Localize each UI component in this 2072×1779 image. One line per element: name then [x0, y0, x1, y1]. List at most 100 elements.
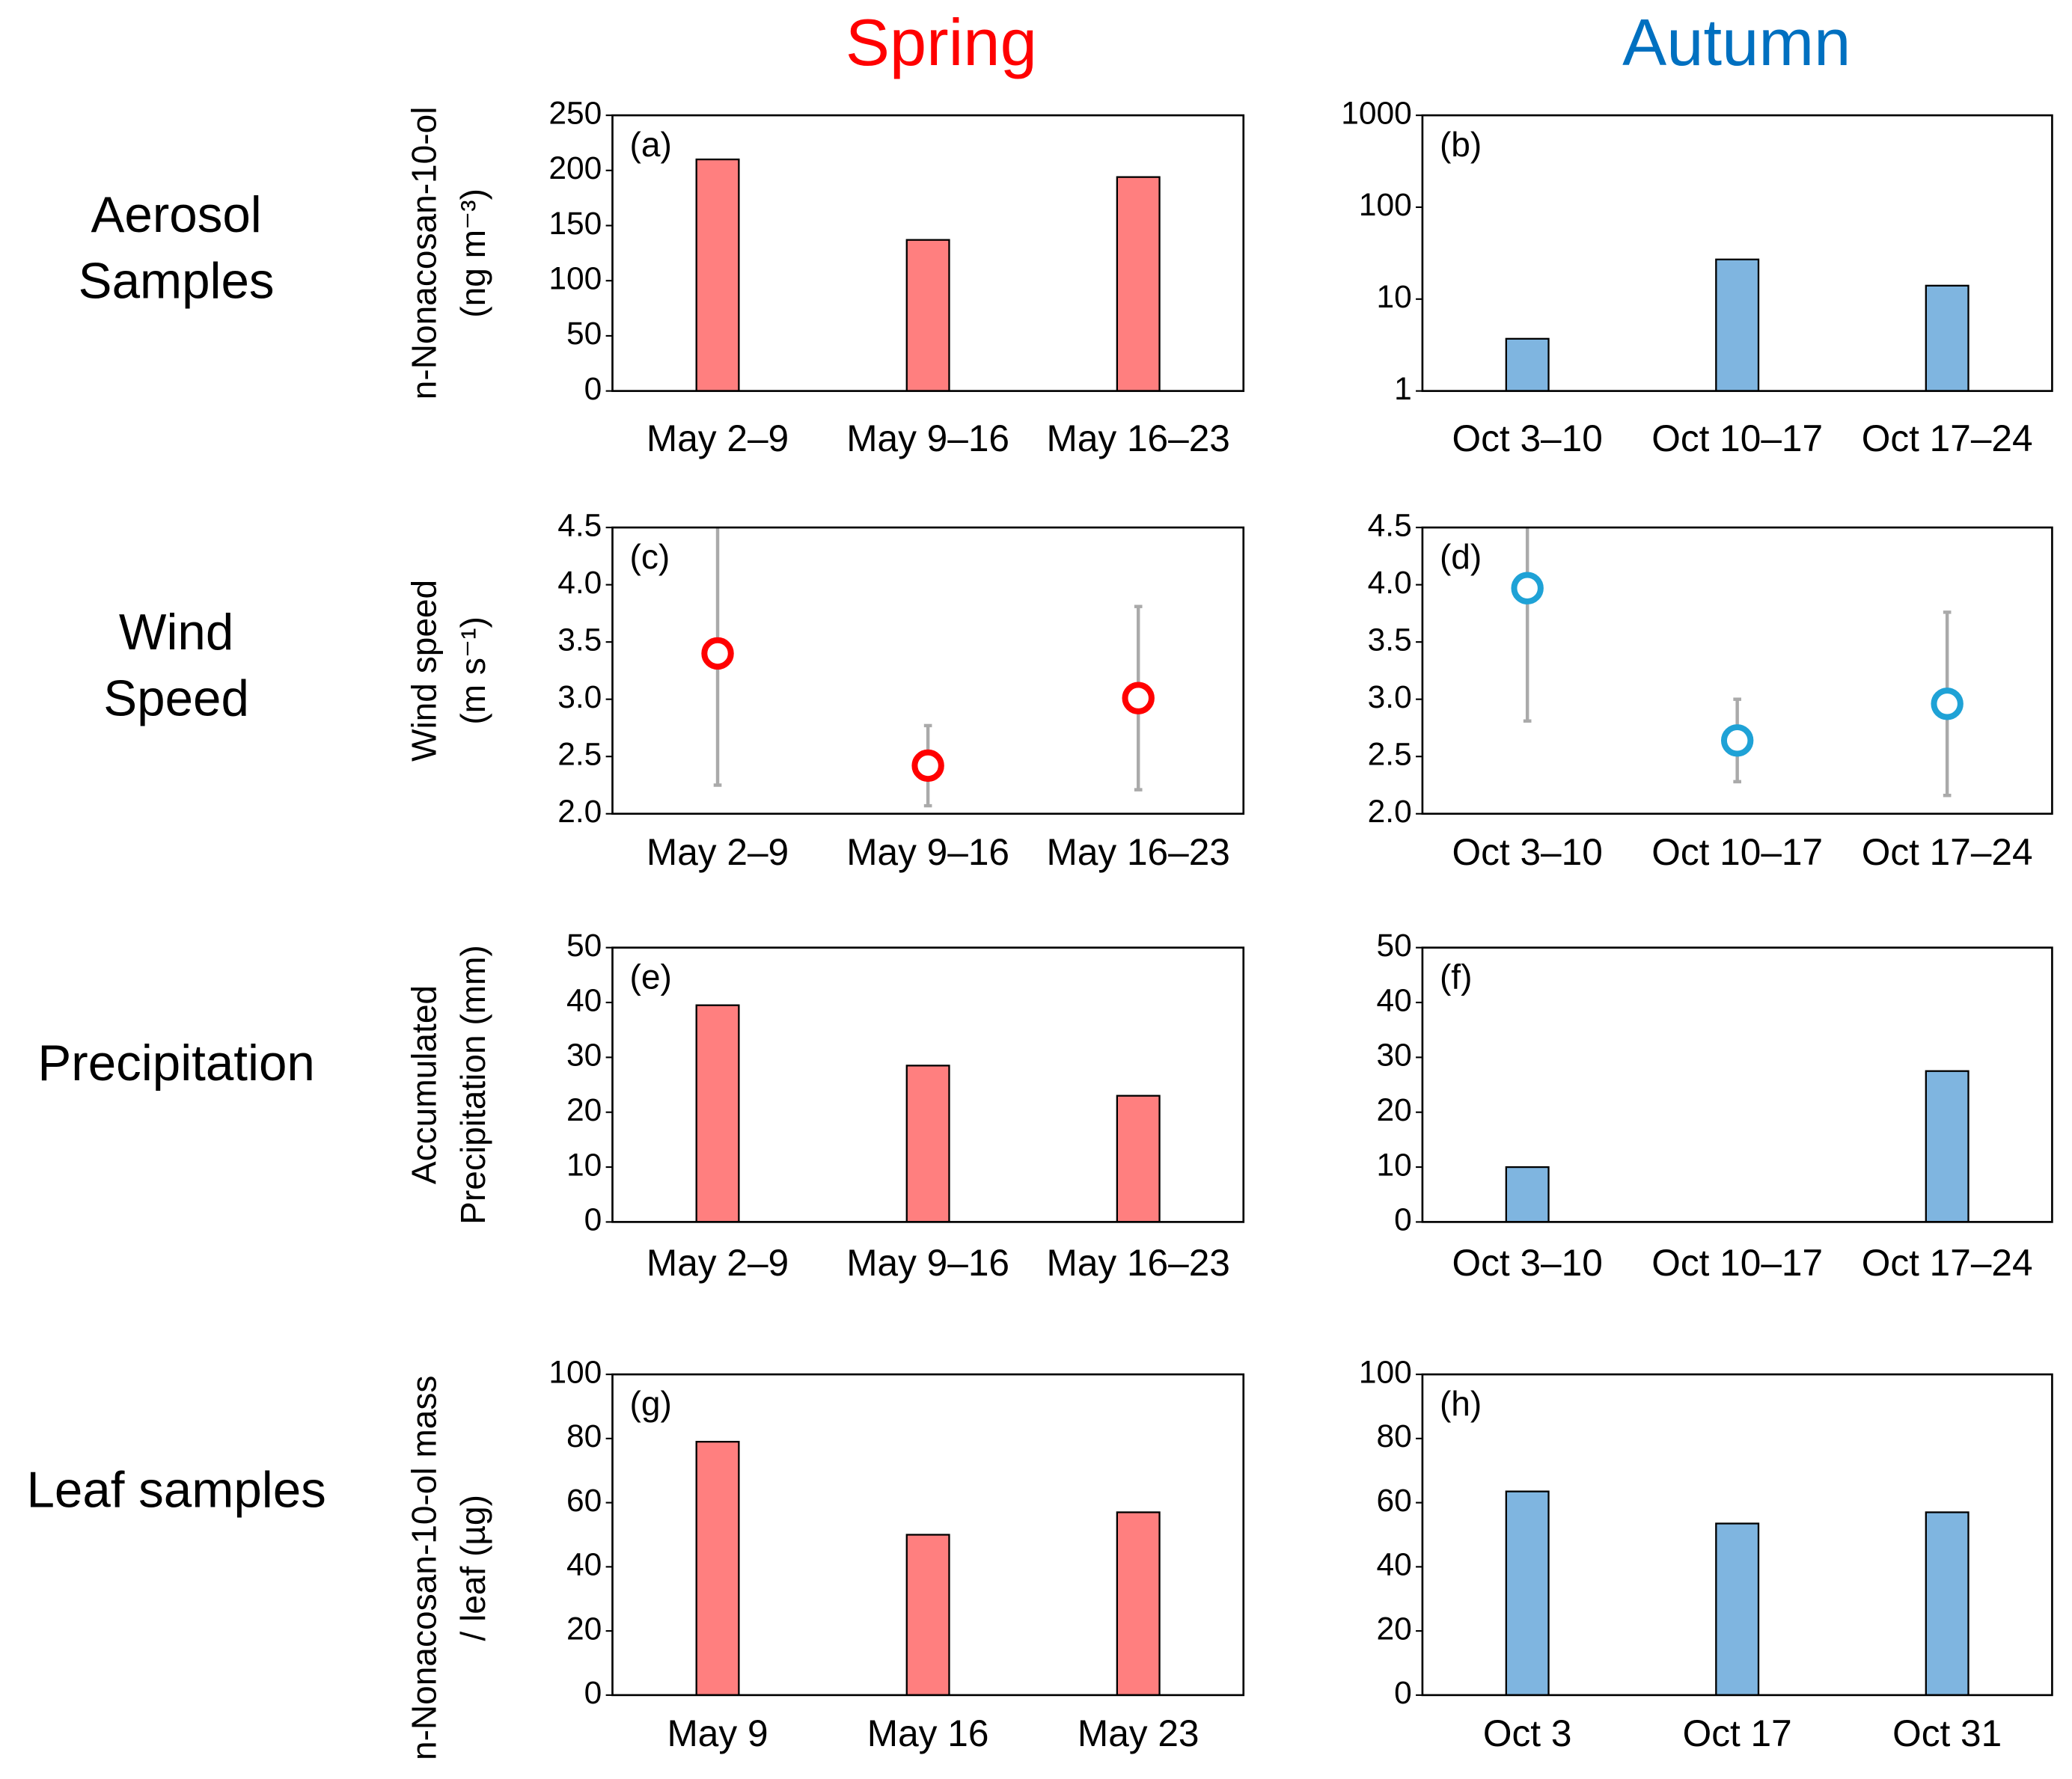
plot-frame	[1421, 946, 2053, 1223]
row-label: Samples	[79, 254, 275, 310]
x-tick-label: May 2–9	[647, 1242, 789, 1284]
panel-label: (a)	[630, 125, 672, 164]
y-tick-label: 10	[1376, 1148, 1411, 1183]
bar	[1116, 1094, 1161, 1222]
y-tick-label: 30	[566, 1038, 602, 1074]
row-label: Aerosol	[91, 187, 262, 243]
x-tick-label: Oct 31	[1892, 1712, 2002, 1754]
x-tick-label: Oct 10–17	[1651, 831, 1823, 873]
row-label: Precipitation	[37, 1035, 314, 1091]
plot	[1511, 527, 1963, 797]
panel-label: (g)	[630, 1384, 672, 1423]
bar	[1505, 1490, 1550, 1695]
y-tick-label: 4.5	[557, 508, 602, 543]
x-tick-label: Oct 3–10	[1452, 1242, 1603, 1284]
bar	[695, 1004, 740, 1222]
plot-frame	[611, 526, 1245, 815]
x-tick-label: May 16–23	[1047, 1242, 1230, 1284]
y-tick-label: 30	[1376, 1038, 1411, 1074]
bar	[1116, 176, 1161, 391]
bar	[905, 1065, 950, 1222]
point	[1122, 682, 1155, 714]
bar	[905, 239, 950, 391]
column-title: Autumn	[1622, 5, 1851, 79]
point	[1511, 572, 1544, 604]
y-tick-label: 2.0	[557, 794, 602, 830]
panel-label: (f)	[1440, 957, 1472, 996]
y-tick-label: 0	[584, 1203, 602, 1238]
y-tick-label: 3.5	[1368, 622, 1412, 658]
y-tick-label: 150	[548, 206, 602, 242]
y-axis-label: n-Nonacosan-10-ol	[405, 107, 444, 400]
bar	[695, 1441, 740, 1695]
y-tick-label: 60	[1376, 1483, 1411, 1519]
plot-frame	[1421, 526, 2053, 815]
y-tick-label: 50	[1376, 928, 1411, 964]
y-tick-label: 3.0	[557, 680, 602, 715]
y-tick-label: 20	[1376, 1093, 1411, 1128]
y-tick-label: 80	[1376, 1419, 1411, 1454]
y-tick-label: 0	[1394, 1203, 1412, 1238]
y-tick-label: 40	[1376, 1548, 1411, 1583]
y-tick-label: 20	[1376, 1611, 1411, 1647]
plot-frame	[1421, 1373, 2053, 1697]
bar	[695, 158, 740, 391]
point	[1931, 688, 1963, 720]
point	[1720, 724, 1754, 757]
y-tick-label: 250	[548, 96, 602, 131]
plot	[1505, 258, 1969, 391]
y-tick-label: 1000	[1341, 96, 1412, 131]
x-tick-label: May 16–23	[1047, 831, 1230, 873]
panel-label: (e)	[630, 957, 672, 996]
y-axis-label: Precipitation (mm)	[453, 945, 492, 1225]
x-tick-label: Oct 10–17	[1651, 1242, 1823, 1284]
y-tick-label: 200	[548, 151, 602, 186]
y-tick-label: 4.0	[1368, 566, 1412, 601]
plot-frame	[611, 114, 1245, 392]
y-tick-label: 4.0	[557, 566, 602, 601]
x-tick-label: May 2–9	[647, 417, 789, 459]
y-tick-label: 4.5	[1368, 508, 1412, 543]
plot	[695, 1441, 1161, 1695]
y-tick-label: 80	[566, 1419, 602, 1454]
plot	[1505, 1070, 1969, 1222]
bar	[905, 1534, 950, 1695]
y-tick-label: 3.5	[557, 622, 602, 658]
y-tick-label: 10	[566, 1148, 602, 1183]
x-tick-label: May 16–23	[1047, 417, 1230, 459]
x-tick-label: Oct 17–24	[1862, 417, 2033, 459]
y-tick-label: 0	[1394, 1676, 1412, 1711]
bar	[1505, 1166, 1550, 1222]
y-tick-label: 1	[1394, 372, 1412, 407]
y-tick-label: 50	[566, 316, 602, 352]
y-tick-label: 20	[566, 1093, 602, 1128]
x-tick-label: May 9–16	[846, 831, 1009, 873]
column-title: Spring	[846, 5, 1037, 79]
x-tick-label: Oct 3–10	[1452, 831, 1603, 873]
row-label: Leaf samples	[26, 1462, 326, 1518]
panel-label: (c)	[630, 537, 670, 576]
panel-label: (d)	[1440, 537, 1482, 576]
y-axis-label: Wind speed	[405, 580, 444, 762]
panel-label: (h)	[1440, 1384, 1482, 1423]
x-tick-label: Oct 17	[1683, 1712, 1792, 1754]
x-tick-label: Oct 3–10	[1452, 417, 1603, 459]
y-tick-label: 40	[566, 1548, 602, 1583]
plot	[695, 158, 1161, 391]
row-label: Wind	[119, 604, 233, 661]
y-tick-label: 2.5	[557, 737, 602, 772]
bar	[1925, 284, 1969, 391]
point	[911, 749, 944, 783]
x-tick-label: May 16	[867, 1712, 989, 1754]
bar	[1116, 1511, 1161, 1695]
plot	[1505, 1490, 1969, 1695]
y-axis-label: n-Nonacosan-10-ol mass	[405, 1376, 444, 1760]
plot-frame	[611, 946, 1245, 1223]
x-tick-label: May 9–16	[846, 417, 1009, 459]
y-tick-label: 60	[566, 1483, 602, 1519]
x-tick-label: May 23	[1078, 1712, 1200, 1754]
y-tick-label: 100	[1359, 188, 1412, 223]
bar	[1715, 1522, 1760, 1695]
y-tick-label: 50	[566, 928, 602, 964]
